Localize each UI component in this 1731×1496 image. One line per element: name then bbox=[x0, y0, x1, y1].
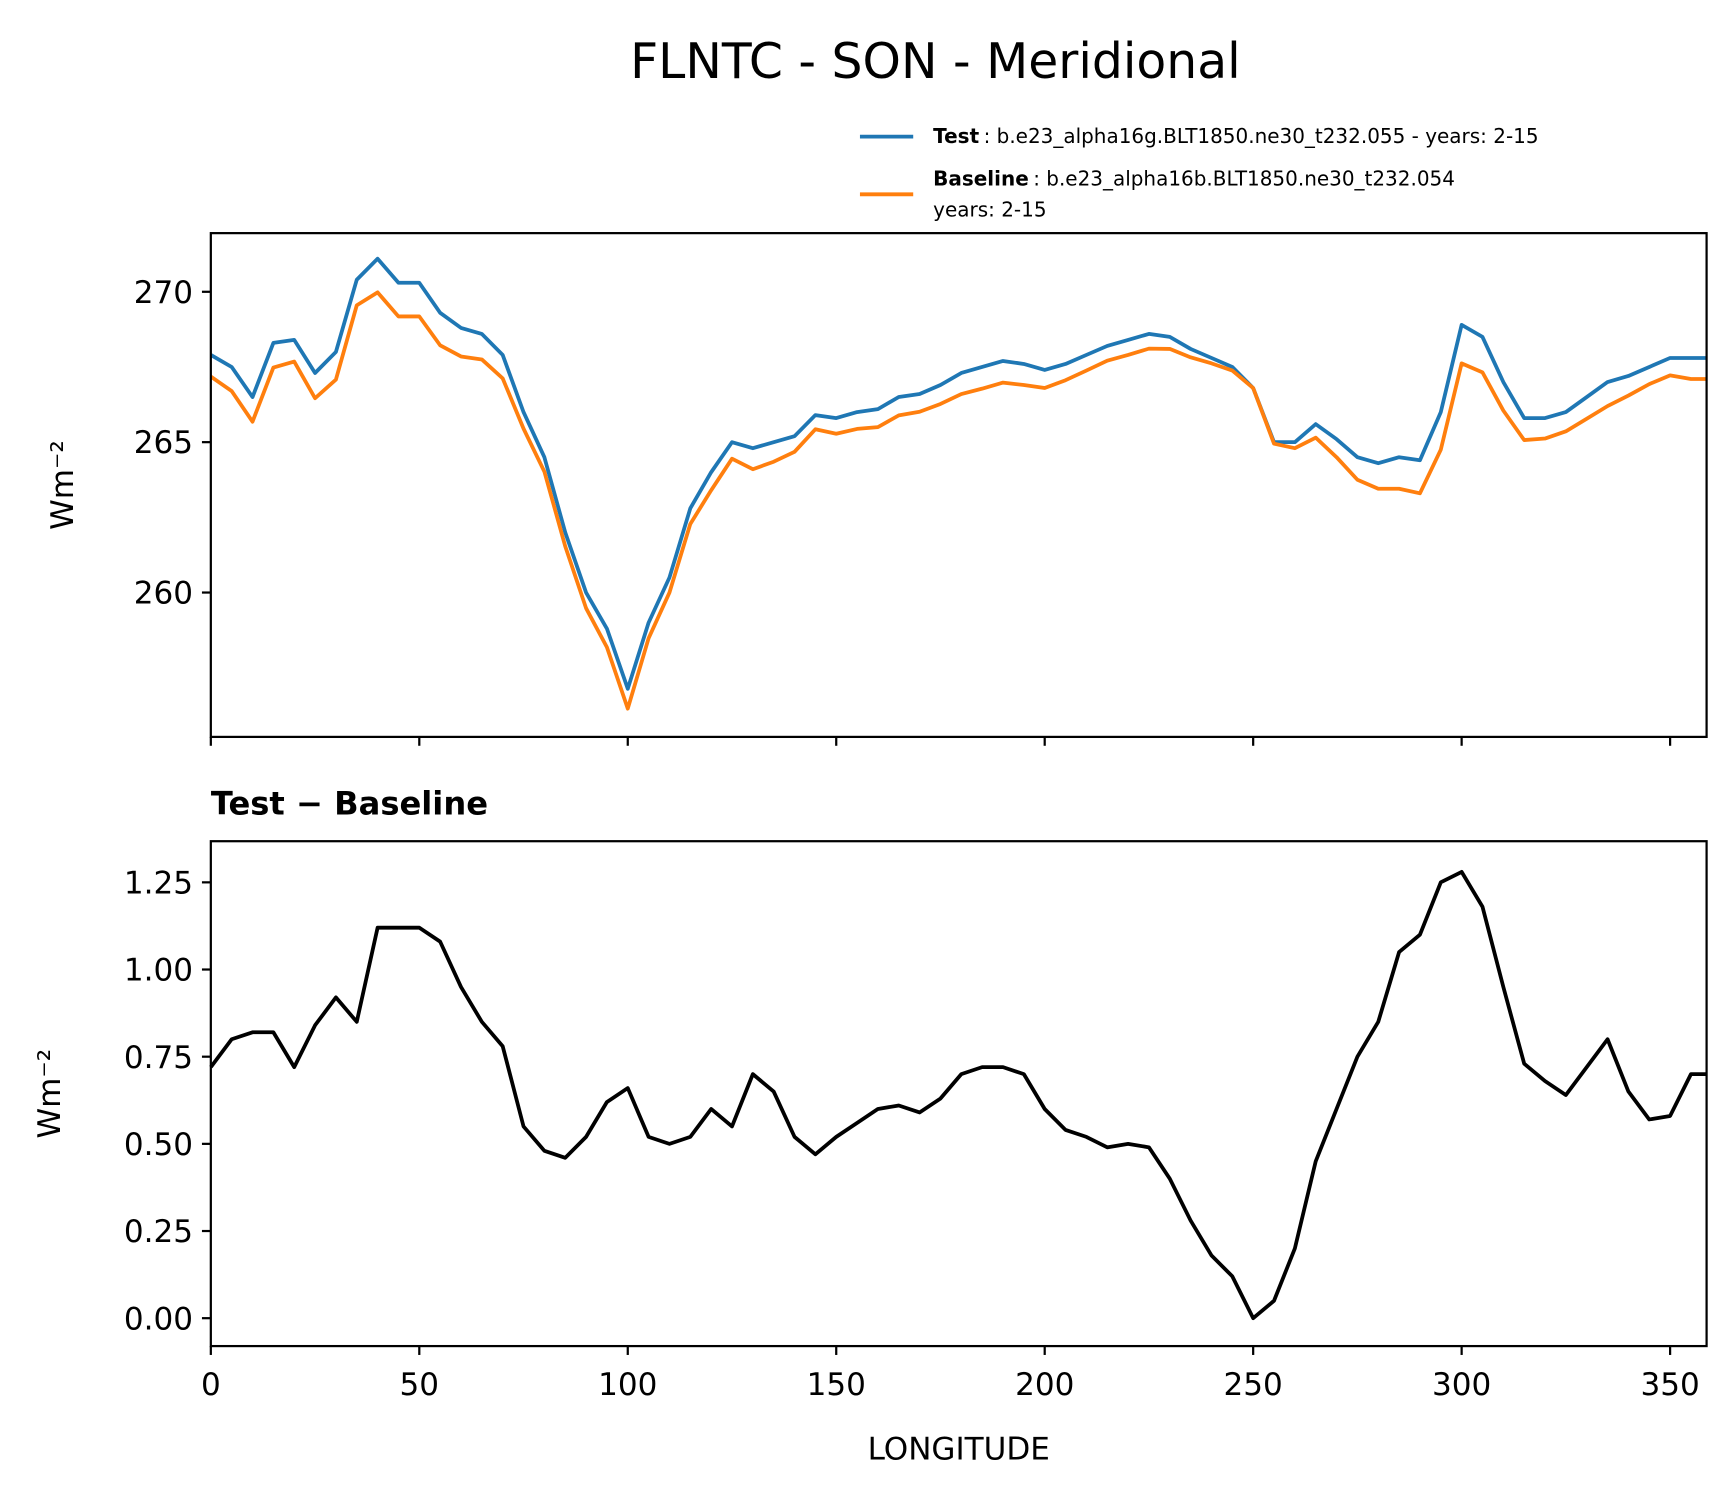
y-tick-label: 260 bbox=[134, 576, 193, 612]
data-line bbox=[209, 290, 1707, 711]
x-tick-label: 100 bbox=[598, 1367, 657, 1403]
axes-frame bbox=[209, 232, 1708, 739]
x-tick-label: 0 bbox=[201, 1367, 221, 1403]
legend-name: Baseline bbox=[933, 166, 1029, 190]
data-line bbox=[209, 870, 1707, 1321]
y-tick-label: 0.75 bbox=[124, 1040, 193, 1076]
x-tick-label: 300 bbox=[1432, 1367, 1491, 1403]
x-tick-label: 150 bbox=[807, 1367, 866, 1403]
axes-frame bbox=[209, 840, 1708, 1348]
legend-name: Test bbox=[933, 124, 979, 148]
y-tick-label: 265 bbox=[134, 425, 193, 461]
y-tick-label: 0.25 bbox=[124, 1214, 193, 1250]
y-tick-label: 1.00 bbox=[124, 953, 193, 989]
figure-title: FLNTC - SON - Meridional bbox=[630, 33, 1241, 90]
x-tick-label: 50 bbox=[400, 1367, 440, 1403]
legend-label: : b.e23_alpha16b.BLT1850.ne30_t232.054 bbox=[1033, 166, 1455, 190]
y-tick-label: 0.50 bbox=[124, 1127, 193, 1163]
x-tick-label: 250 bbox=[1224, 1367, 1283, 1403]
y-axis-label: Wm⁻² bbox=[45, 440, 81, 530]
legend-label: : b.e23_alpha16g.BLT1850.ne30_t232.055 -… bbox=[984, 124, 1539, 148]
x-axis-label: LONGITUDE bbox=[868, 1431, 1050, 1467]
legend-entry: Test: b.e23_alpha16g.BLT1850.ne30_t232.0… bbox=[933, 124, 1538, 148]
y-tick-label: 0.00 bbox=[124, 1301, 193, 1337]
legend-entry: Baseline: b.e23_alpha16b.BLT1850.ne30_t2… bbox=[933, 166, 1455, 190]
y-axis-label: Wm⁻² bbox=[32, 1049, 68, 1139]
x-tick-label: 350 bbox=[1640, 1367, 1699, 1403]
y-tick-label: 1.25 bbox=[124, 865, 193, 901]
legend-label-line: years: 2-15 bbox=[933, 197, 1046, 221]
data-line bbox=[209, 256, 1707, 691]
y-tick-label: 270 bbox=[134, 275, 193, 311]
x-tick-label: 200 bbox=[1015, 1367, 1074, 1403]
subplot-title: Test − Baseline bbox=[211, 785, 488, 823]
